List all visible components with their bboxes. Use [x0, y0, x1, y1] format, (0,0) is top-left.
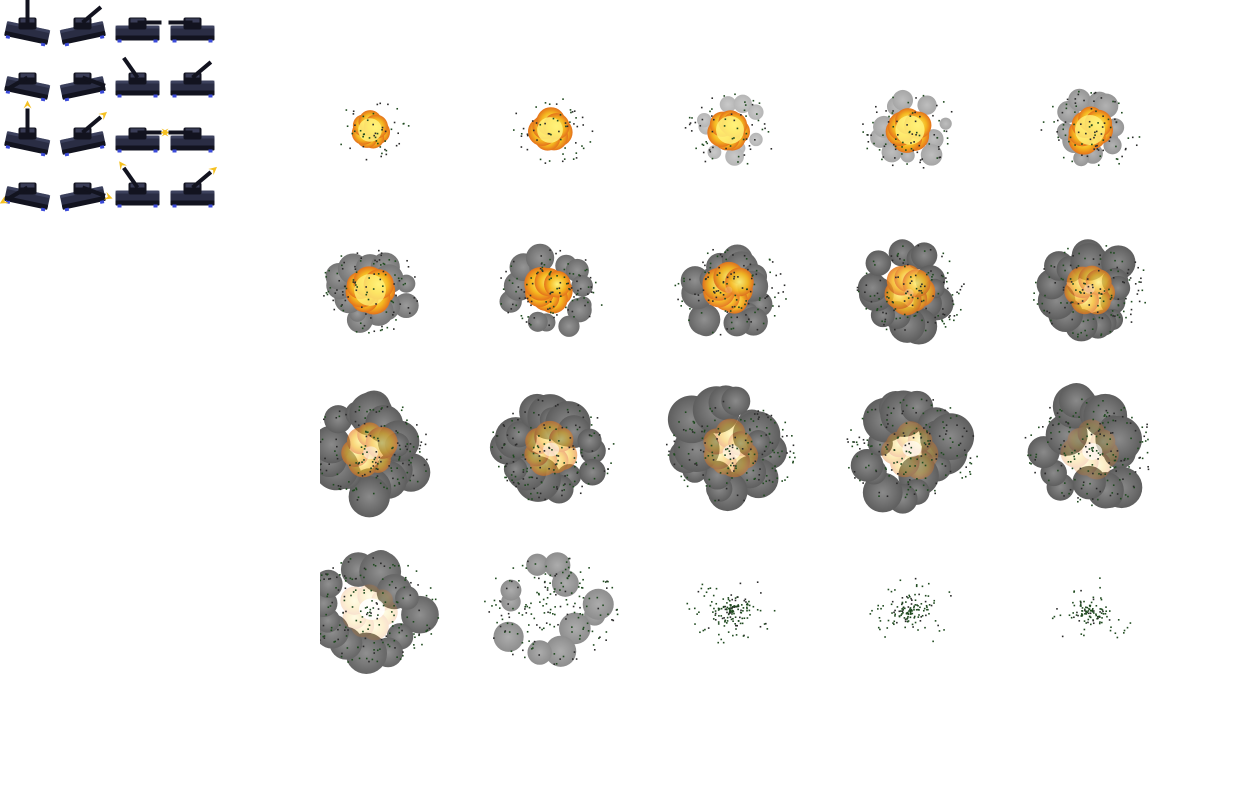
- explosion-sprite-sheet: [320, 88, 1150, 674]
- explosion-frame-11: [320, 390, 431, 518]
- tank-sprite-firing-left: [160, 127, 215, 153]
- tank-sprite-idle-up-left: [115, 56, 160, 98]
- tank-sprite-idle-up-right: [59, 5, 106, 47]
- tank-sprite-firing-up-left: [115, 161, 160, 208]
- explosion-frame-6: [323, 249, 419, 334]
- explosion-frame-13: [665, 385, 796, 512]
- explosion-frame-9: [856, 239, 965, 345]
- explosion-frame-1: [340, 102, 410, 161]
- tank-sprite-idle-left: [168, 17, 215, 43]
- explosion-frame-4: [862, 89, 953, 169]
- explosion-frame-2: [512, 98, 594, 164]
- tank-sprite-idle-right: [115, 17, 162, 43]
- explosion-frame-18: [686, 581, 776, 644]
- explosion-frame-16: [320, 550, 440, 674]
- tank-sprite-idle-up-right-2: [170, 60, 215, 98]
- tank-sprite-firing-up: [4, 100, 51, 157]
- tank-sprite-firing-up-right: [59, 111, 108, 157]
- explosion-frame-15: [1024, 382, 1150, 509]
- explosion-frame-8: [674, 244, 787, 337]
- tank-sprite-firing-down-right: [59, 182, 113, 212]
- tank-sprite-idle-down-right: [59, 72, 106, 102]
- tank-sprite-idle-down-left: [4, 72, 51, 102]
- tank-sprite-firing-up-right-2: [170, 166, 218, 208]
- explosion-frame-17: [484, 552, 619, 667]
- explosion-frame-14: [846, 390, 978, 514]
- tank-sprite-firing-down-left: [0, 182, 51, 212]
- explosion-frame-12: [489, 393, 615, 504]
- explosion-frame-19: [869, 577, 952, 643]
- tank-sprite-sheet: [0, 0, 218, 212]
- explosion-frame-3: [684, 93, 773, 166]
- tank-sprite-firing-right: [115, 127, 170, 153]
- explosion-frame-10: [1033, 239, 1146, 342]
- explosion-frame-20: [1051, 577, 1132, 639]
- explosion-frame-7: [499, 243, 603, 337]
- explosion-frame-5: [1040, 88, 1141, 167]
- tank-sprite-idle-up: [4, 0, 51, 47]
